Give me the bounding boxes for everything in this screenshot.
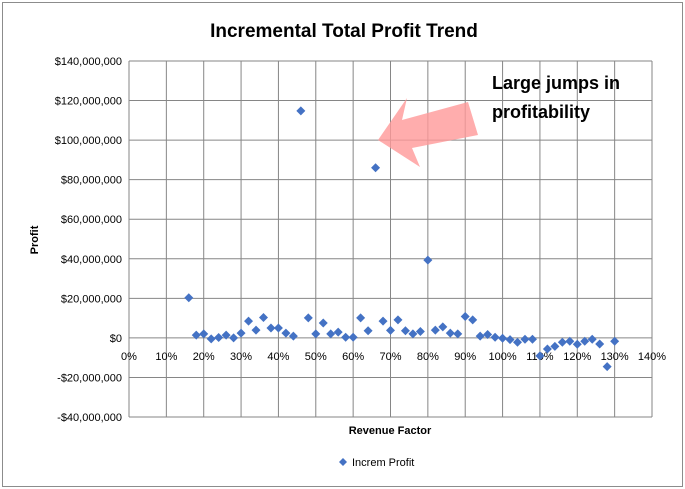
data-point — [378, 316, 388, 326]
data-point — [371, 163, 381, 173]
data-point — [251, 325, 261, 335]
data-point — [602, 362, 612, 372]
data-point — [415, 327, 425, 337]
data-point — [430, 325, 440, 335]
data-point — [341, 332, 351, 342]
data-point — [438, 322, 448, 332]
legend-label: Increm Profit — [352, 457, 414, 469]
y-tick-label: $100,000,000 — [55, 135, 122, 147]
legend: Increm Profit — [339, 457, 414, 469]
annotation-line-2: profitability — [492, 102, 590, 122]
data-point — [191, 330, 201, 340]
y-tick-label: $40,000,000 — [61, 254, 122, 266]
x-axis-ticks: 0%10%20%30%40%50%60%70%80%90%100%110%120… — [121, 351, 666, 363]
data-point — [572, 339, 582, 349]
x-tick-label: 140% — [638, 351, 666, 363]
y-axis-ticks: -$40,000,000 -$20,000,000 $0 $20,000,000 $40… — [55, 56, 122, 424]
data-point — [460, 312, 470, 322]
data-point — [229, 333, 239, 343]
data-point — [206, 334, 216, 344]
x-tick-label: 50% — [305, 351, 327, 363]
data-point — [318, 318, 328, 328]
data-point — [326, 329, 336, 339]
data-point — [550, 341, 560, 351]
x-tick-label: 80% — [417, 351, 439, 363]
data-points — [184, 106, 620, 372]
x-tick-label: 70% — [379, 351, 401, 363]
y-tick-label: $120,000,000 — [55, 96, 122, 108]
data-point — [475, 331, 485, 341]
annotation-line-1: Large jumps in — [492, 73, 620, 93]
data-point — [423, 255, 433, 265]
data-point — [513, 337, 523, 347]
y-tick-label: $0 — [110, 333, 122, 345]
data-point — [483, 330, 493, 340]
x-tick-label: 20% — [193, 351, 215, 363]
x-tick-label: 30% — [230, 351, 252, 363]
x-tick-label: 40% — [267, 351, 289, 363]
arrow-shape — [378, 98, 478, 167]
data-point — [445, 328, 455, 338]
data-point — [363, 326, 373, 336]
data-point — [595, 339, 605, 349]
data-point — [348, 332, 358, 342]
data-point — [527, 334, 537, 344]
data-point — [199, 329, 209, 339]
chart-title: Incremental Total Profit Trend — [210, 21, 478, 42]
data-point — [542, 344, 552, 354]
data-point — [557, 337, 567, 347]
data-point — [296, 106, 306, 116]
data-point — [393, 315, 403, 325]
data-point — [258, 313, 268, 323]
data-point — [288, 331, 298, 341]
gridlines — [128, 60, 653, 418]
data-point — [468, 315, 478, 325]
data-point — [490, 332, 500, 342]
data-point — [184, 293, 194, 303]
data-point — [356, 313, 366, 323]
y-tick-label: $60,000,000 — [61, 214, 122, 226]
data-point — [565, 336, 575, 346]
data-point — [303, 313, 313, 323]
data-point — [408, 329, 418, 339]
y-tick-label: $20,000,000 — [61, 293, 122, 305]
data-point — [266, 323, 276, 333]
data-point — [535, 351, 545, 361]
x-tick-label: 90% — [454, 351, 476, 363]
data-point — [400, 326, 410, 336]
data-point — [498, 333, 508, 343]
data-point — [505, 335, 515, 345]
data-point — [214, 332, 224, 342]
data-point — [244, 316, 254, 326]
data-point — [311, 329, 321, 339]
x-tick-label: 100% — [489, 351, 517, 363]
data-point — [580, 336, 590, 346]
data-point — [273, 323, 283, 333]
x-tick-label: 10% — [155, 351, 177, 363]
data-point — [386, 325, 395, 335]
y-axis-title: Profit — [29, 225, 41, 254]
x-tick-label: 130% — [601, 351, 629, 363]
y-tick-label: -$20,000,000 — [57, 372, 122, 384]
data-point — [453, 329, 463, 339]
data-point — [333, 327, 343, 337]
y-tick-label: -$40,000,000 — [57, 412, 122, 424]
data-point — [587, 334, 597, 344]
y-tick-label: $80,000,000 — [61, 175, 122, 187]
data-point — [610, 336, 620, 346]
legend-marker — [339, 458, 347, 466]
data-point — [221, 330, 231, 340]
x-axis-title: Revenue Factor — [349, 425, 432, 437]
data-point — [236, 328, 246, 338]
y-tick-label: $140,000,000 — [55, 56, 122, 68]
data-point — [281, 328, 291, 338]
x-tick-label: 0% — [121, 351, 137, 363]
data-point — [520, 334, 530, 344]
x-tick-label: 60% — [342, 351, 364, 363]
x-tick-label: 120% — [563, 351, 591, 363]
